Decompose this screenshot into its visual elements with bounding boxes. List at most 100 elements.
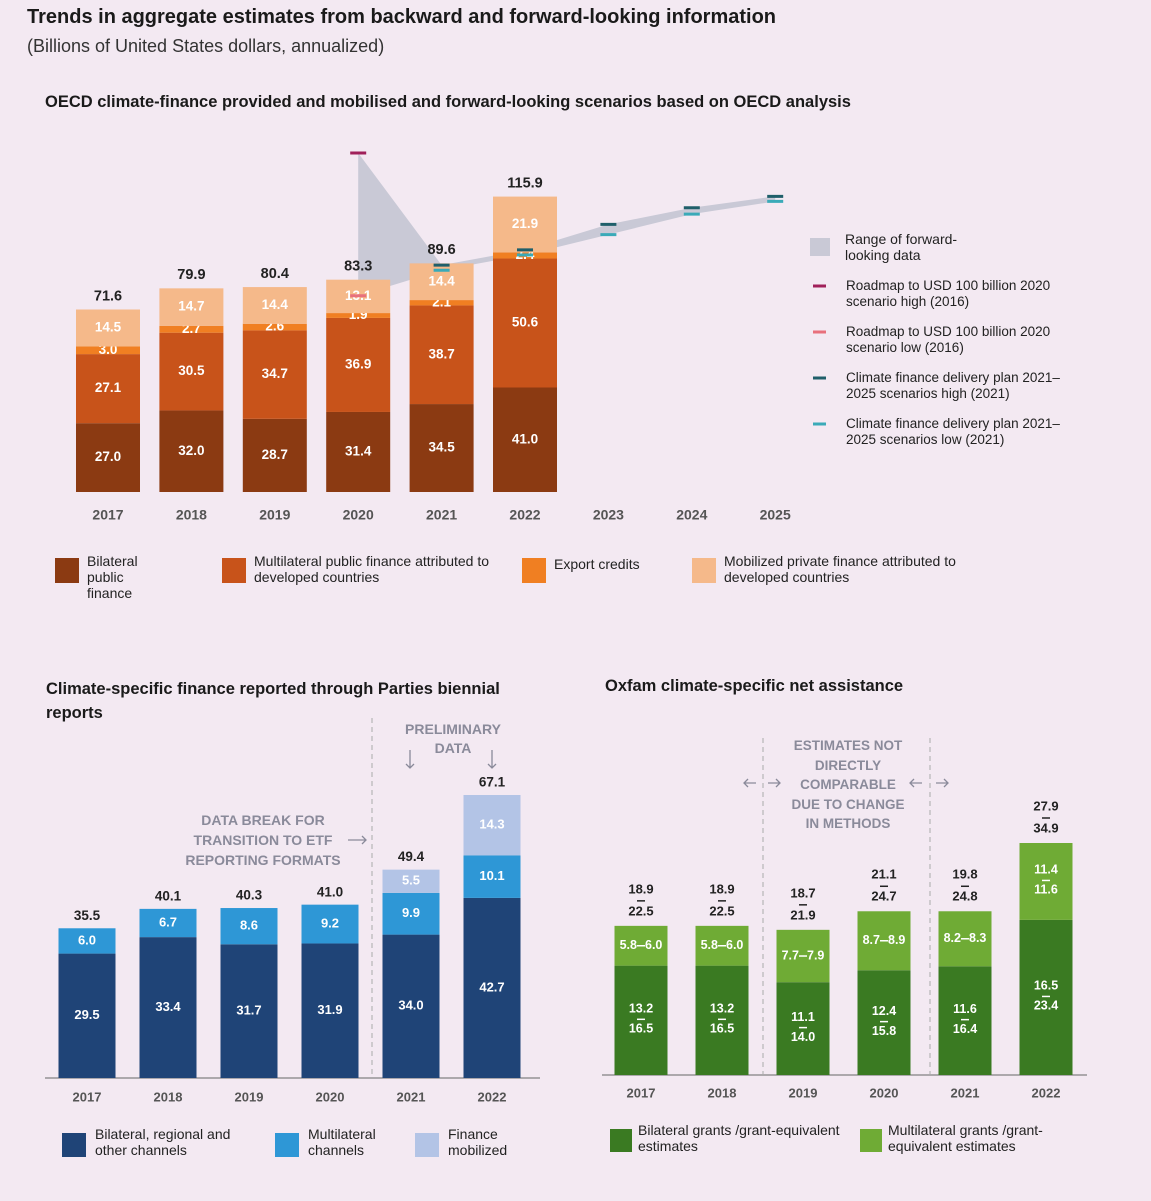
value-label: 31.4 bbox=[345, 444, 372, 459]
total-label: 115.9 bbox=[507, 175, 543, 191]
value-label: 14.5 bbox=[95, 320, 122, 335]
legend-swatch bbox=[62, 1133, 86, 1157]
bar-segment bbox=[493, 196, 557, 253]
legend-label: Bilateral grants /grant-equivalent estim… bbox=[638, 1122, 840, 1154]
bar-segment bbox=[695, 965, 749, 1075]
bar-segment bbox=[159, 288, 224, 326]
value-label: 14.4 bbox=[428, 273, 455, 288]
bar-segment bbox=[463, 897, 521, 1078]
bar-segment bbox=[220, 908, 278, 945]
value-label: 9.2 bbox=[321, 915, 339, 930]
annotation: PRELIMINARY DATA bbox=[405, 721, 501, 756]
value-label: 11.4 bbox=[1034, 863, 1058, 877]
value-label: 34.5 bbox=[428, 440, 455, 455]
value-label: 5.5 bbox=[402, 873, 420, 888]
x-tick-label: 2021 bbox=[426, 507, 457, 523]
total-label: 35.5 bbox=[74, 908, 101, 923]
bar-segment bbox=[58, 953, 116, 1078]
value-label: 23.4 bbox=[1034, 999, 1058, 1013]
value-label: 41.0 bbox=[512, 431, 538, 446]
total-label: 18.9 bbox=[628, 881, 653, 896]
total-label: 21.9 bbox=[790, 907, 815, 922]
total-label: 22.5 bbox=[709, 903, 734, 918]
bar-segment bbox=[1019, 919, 1073, 1075]
bar-segment bbox=[382, 934, 440, 1078]
value-label: 27.0 bbox=[95, 449, 121, 464]
bar-segment bbox=[58, 928, 116, 954]
legend-label: Climate finance delivery plan 2021–2025 … bbox=[846, 416, 1060, 447]
bar-segment bbox=[242, 418, 307, 492]
total-label: 18.9 bbox=[709, 881, 734, 896]
value-label: 16.5 bbox=[1034, 979, 1058, 993]
value-label: 21.9 bbox=[512, 216, 538, 231]
x-tick-label: 2018 bbox=[154, 1089, 183, 1104]
value-label: 33.4 bbox=[155, 999, 181, 1014]
legend-swatch bbox=[55, 558, 79, 583]
value-label: 31.9 bbox=[317, 1002, 342, 1017]
bar-segment bbox=[76, 423, 140, 492]
value-label: 6.0 bbox=[645, 938, 662, 952]
total-label: 24.8 bbox=[952, 889, 977, 904]
total-label: 40.3 bbox=[236, 888, 263, 903]
value-label: 27.1 bbox=[95, 380, 122, 395]
legend-swatch bbox=[222, 558, 246, 583]
value-label: 13.2 bbox=[629, 1002, 653, 1016]
value-label: 16.4 bbox=[953, 1022, 977, 1036]
x-tick-label: 2025 bbox=[760, 507, 791, 523]
x-tick-label: 2022 bbox=[478, 1089, 507, 1104]
value-label: 8.9 bbox=[888, 933, 905, 947]
bar-segment bbox=[493, 258, 557, 388]
value-label: 15.8 bbox=[872, 1024, 896, 1038]
legend-label: Climate finance delivery plan 2021–2025 … bbox=[846, 370, 1060, 401]
value-label: 9.9 bbox=[402, 905, 420, 920]
total-label: 22.5 bbox=[628, 903, 653, 918]
total-label: 67.1 bbox=[479, 775, 506, 790]
bar-segment bbox=[493, 387, 557, 492]
page-subtitle: (Billions of United States dollars, annu… bbox=[27, 36, 385, 56]
legend-label: Multilateral public finance attributed t… bbox=[254, 553, 490, 585]
bar-segment bbox=[326, 317, 391, 412]
value-label: 8.6 bbox=[240, 918, 258, 933]
legend-label: Export credits bbox=[554, 556, 640, 572]
total-label: 34.9 bbox=[1033, 820, 1058, 835]
bar-segment bbox=[301, 943, 359, 1078]
value-label: 8.2 bbox=[944, 931, 961, 945]
value-label: 50.6 bbox=[512, 315, 539, 330]
legend-swatch bbox=[610, 1129, 632, 1152]
legend-swatch bbox=[522, 558, 546, 583]
bar-segment bbox=[220, 944, 278, 1078]
value-label: 36.9 bbox=[345, 357, 371, 372]
total-label: 27.9 bbox=[1033, 798, 1058, 813]
legend-label: Range of forward-looking data bbox=[845, 231, 958, 263]
bar-segment bbox=[326, 411, 391, 492]
x-tick-label: 2018 bbox=[708, 1085, 737, 1100]
bar-segment bbox=[242, 323, 307, 331]
value-label: 16.5 bbox=[710, 1022, 734, 1036]
value-label: 14.3 bbox=[479, 817, 504, 832]
legend-label: Roadmap to USD 100 billion 2020 scenario… bbox=[846, 278, 1051, 309]
bar-segment bbox=[139, 937, 197, 1078]
total-label: 80.4 bbox=[261, 266, 289, 282]
value-label: 28.7 bbox=[262, 447, 288, 462]
total-label: 49.4 bbox=[398, 849, 425, 864]
value-label: 6.0 bbox=[78, 932, 96, 947]
legend-swatch bbox=[860, 1129, 882, 1152]
bar-segment bbox=[382, 892, 440, 935]
x-tick-label: 2019 bbox=[235, 1089, 264, 1104]
value-label: 8.7 bbox=[863, 933, 880, 947]
bar-segment bbox=[409, 300, 474, 306]
total-label: 40.1 bbox=[155, 888, 182, 903]
total-label: 89.6 bbox=[427, 242, 455, 258]
x-tick-label: 2021 bbox=[951, 1085, 980, 1100]
value-label: 5.8 bbox=[620, 938, 637, 952]
value-label: 7.7 bbox=[782, 948, 799, 962]
value-label: 10.1 bbox=[479, 868, 504, 883]
value-label: 12.4 bbox=[872, 1004, 896, 1018]
bar-segment bbox=[326, 313, 391, 318]
x-tick-label: 2017 bbox=[73, 1089, 102, 1104]
value-label: 38.7 bbox=[428, 346, 454, 361]
bar-segment bbox=[76, 309, 140, 347]
x-tick-label: 2017 bbox=[92, 507, 123, 523]
x-tick-label: 2018 bbox=[176, 507, 207, 523]
legend-label: Bilateral, regional and other channels bbox=[95, 1126, 231, 1158]
